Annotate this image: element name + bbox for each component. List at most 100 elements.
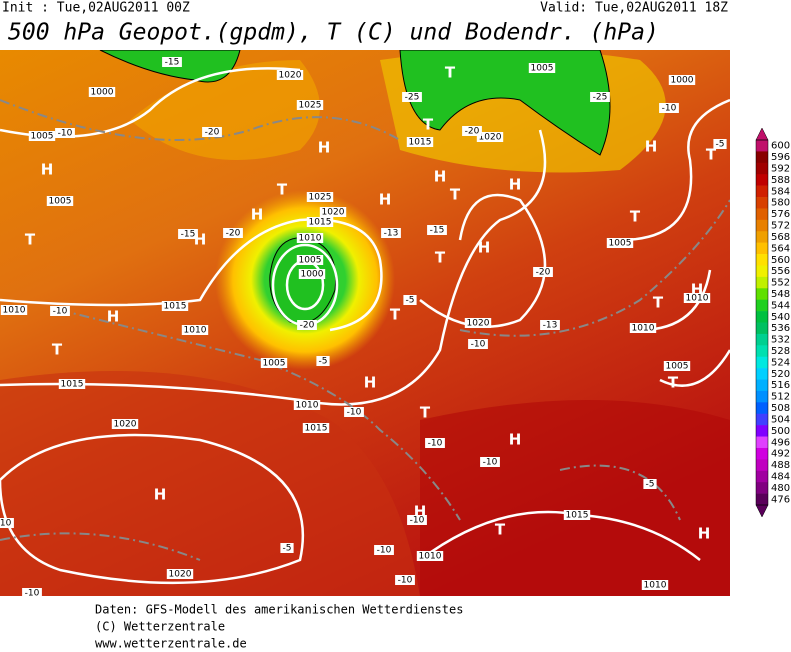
label-box (202, 127, 222, 137)
contour-label: -10 (662, 104, 677, 114)
label-box (319, 207, 347, 217)
colorbar-segment (756, 390, 768, 403)
label-box (468, 339, 488, 349)
pressure-center: T (52, 341, 63, 359)
contour-label: -20 (226, 229, 241, 239)
pressure-center: T (420, 404, 431, 422)
contour-label: 1025 (309, 193, 332, 203)
label-box (161, 301, 189, 311)
colorbar-segment (756, 162, 768, 175)
colorbar-label: 568 (771, 232, 790, 243)
pressure-center: H (478, 239, 491, 257)
label-box (55, 128, 75, 138)
contour-label: -13 (543, 321, 558, 331)
colorbar-segment (756, 333, 768, 346)
pressure-center: H (698, 525, 711, 543)
label-box (533, 267, 553, 277)
colorbar-segment (756, 425, 768, 437)
contour-label: -20 (536, 268, 551, 278)
label-box (402, 92, 422, 102)
label-box (298, 269, 326, 279)
contour-label: 1005 (609, 239, 632, 249)
label-box (606, 238, 634, 248)
label-box (166, 569, 194, 579)
contour-label: 1000 (671, 76, 694, 86)
colorbar-segment (756, 436, 768, 449)
contour-label: 1020 (114, 420, 137, 430)
contour-label: 1015 (566, 511, 589, 521)
label-box (641, 580, 669, 590)
contour-label: -5 (406, 296, 415, 306)
label-box (416, 551, 444, 561)
contour-label: -5 (319, 357, 328, 367)
pressure-center: T (435, 249, 446, 267)
contour-label: 1020 (279, 71, 302, 81)
colorbar-segment (756, 470, 768, 483)
colorbar-segment (756, 459, 768, 472)
contour-label: 1005 (31, 132, 54, 142)
label-box (276, 70, 304, 80)
pressure-center: H (107, 308, 120, 326)
pressure-center: T (445, 64, 456, 82)
contour-label: -10 (58, 129, 73, 139)
colorbar-segment (756, 254, 768, 266)
colorbar-segment (756, 356, 768, 369)
label-box (344, 407, 364, 417)
contour-label: 1020 (169, 570, 192, 580)
colorbar-label: 488 (771, 460, 790, 471)
contour-label: -10 (25, 589, 40, 599)
contour-label: 1005 (49, 197, 72, 207)
contour-label: 1010 (686, 294, 709, 304)
label-box (427, 225, 447, 235)
colorbar-label: 552 (771, 278, 790, 289)
label-box (162, 57, 182, 67)
contour-label: 1005 (531, 64, 554, 74)
contour-label: -25 (593, 93, 608, 103)
label-box (464, 318, 492, 328)
label-box (374, 545, 394, 555)
contour-label: -10 (0, 519, 12, 529)
colorbar-label: 492 (771, 449, 790, 460)
colorbar-segment (756, 368, 768, 380)
label-box (480, 457, 500, 467)
contour-label: 1010 (296, 401, 319, 411)
contour-label: 1010 (644, 581, 667, 591)
label-box (425, 438, 445, 448)
label-box (297, 320, 317, 330)
label-box (280, 543, 294, 553)
label-box (22, 588, 42, 596)
contour-label: 1015 (409, 138, 432, 148)
label-box (528, 63, 556, 73)
colorbar-segment (756, 151, 768, 164)
contour-label: 1005 (299, 256, 322, 266)
label-box (296, 233, 324, 243)
colorbar-label: 540 (771, 312, 790, 323)
label-box (668, 75, 696, 85)
colorbar-label: 496 (771, 437, 790, 448)
label-box (462, 126, 482, 136)
label-box (302, 423, 330, 433)
contour-label: -13 (384, 229, 399, 239)
contour-label: -10 (377, 546, 392, 556)
colorbar-segment (756, 447, 768, 460)
pressure-center: T (706, 146, 717, 164)
colorbar-label: 536 (771, 323, 790, 334)
contour-label: 1010 (299, 234, 322, 244)
contour-label: -10 (347, 408, 362, 418)
label-box (407, 515, 427, 525)
contour-label: 1010 (184, 326, 207, 336)
label-box (659, 103, 679, 113)
colorbar-segment (756, 185, 768, 198)
colorbar-segment (756, 197, 768, 209)
contour-label: -25 (405, 93, 420, 103)
pressure-center: T (277, 181, 288, 199)
label-box (296, 255, 324, 265)
pressure-center: T (630, 208, 641, 226)
label-box (50, 306, 70, 316)
pressure-center: H (379, 191, 392, 209)
contour-label: -5 (716, 140, 725, 150)
pressure-center: H (645, 138, 658, 156)
init-time: Init : Tue,02AUG2011 00Z (2, 1, 190, 16)
colorbar-arrow-bottom (755, 504, 769, 518)
contour-label: 1015 (305, 424, 328, 434)
